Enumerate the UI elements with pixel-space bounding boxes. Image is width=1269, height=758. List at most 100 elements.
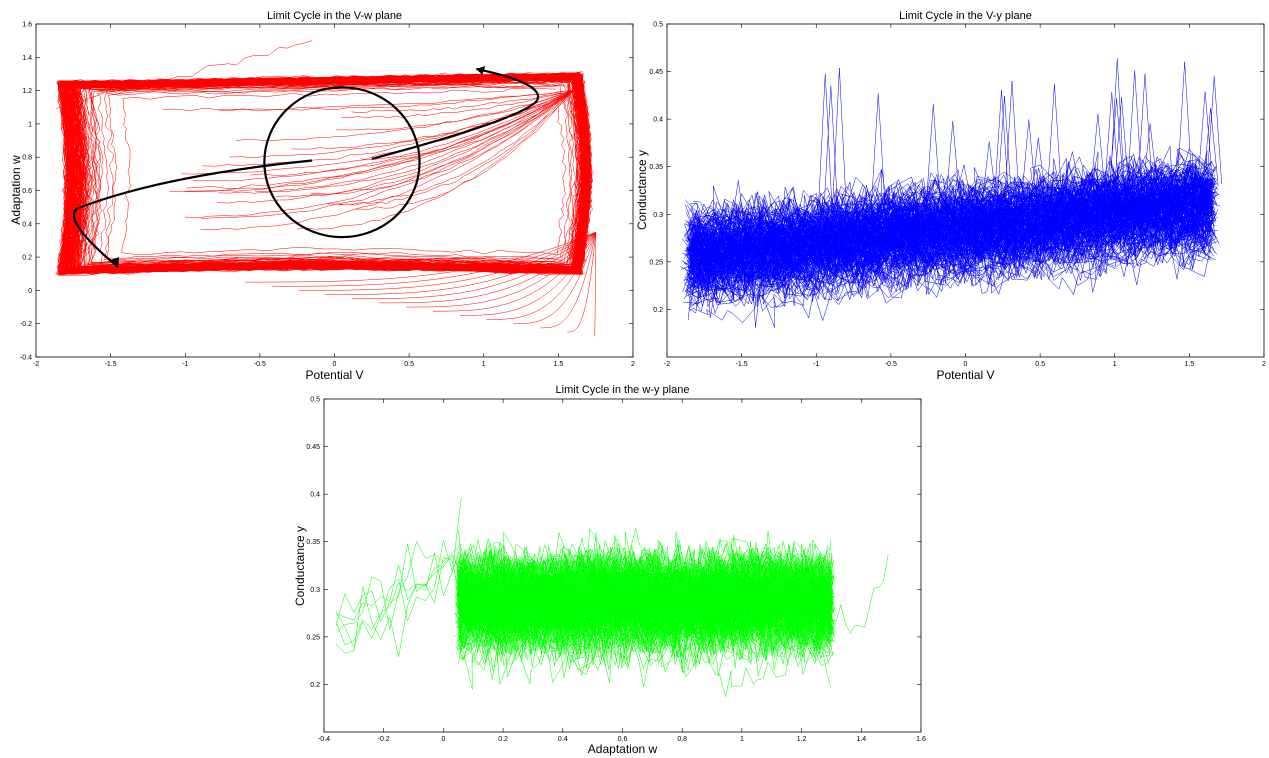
trajectory-line <box>689 215 1213 298</box>
chart-title: Limit Cycle in the w-y plane <box>556 384 690 396</box>
trajectory-line <box>688 181 1209 271</box>
trajectory-spike <box>1202 108 1219 185</box>
x-tick-label: 1 <box>1113 361 1117 368</box>
transient-trajectory <box>540 232 596 329</box>
trajectory-line <box>455 639 834 697</box>
x-tick-label: 1 <box>482 361 486 368</box>
y-tick-label: 0.45 <box>306 444 320 451</box>
trajectory-line <box>685 147 1213 243</box>
stray-trajectory <box>335 553 462 646</box>
trajectory-spike <box>1004 80 1020 204</box>
y-tick-label: 0.35 <box>649 164 663 171</box>
y-tick-label: 0.3 <box>653 212 663 219</box>
trajectory-line <box>459 587 832 652</box>
panel-vy: -2 -1.5 -1 -0.5 0 0.5 1 1.5 2 0.2 0.25 0.3 0.35 0.4 0.… <box>635 10 1266 382</box>
trajectory-spike <box>925 103 941 211</box>
x-tick-label: -0.2 <box>378 736 390 743</box>
y-tick-label: -0.2 <box>20 321 32 328</box>
trajectory-spike <box>993 90 1010 205</box>
y-tick-label: 0.4 <box>653 117 663 124</box>
y-tick-label: 0.4 <box>310 492 320 499</box>
ticks: -2 -1.5 -1 -0.5 0 0.5 1 1.5 2 -0.4 -0.2 0 0.2 0.4 0.6 0… <box>20 22 635 369</box>
y-tick-label: 0.35 <box>306 539 320 546</box>
transient-trajectory <box>406 231 596 308</box>
y-axis-label: Conductance y <box>293 526 307 606</box>
y-tick-label: 0.5 <box>310 397 320 404</box>
trajectory-spike <box>1137 74 1153 191</box>
trajectory-line <box>687 168 1216 250</box>
trajectory-line <box>692 177 1216 265</box>
trajectory-line <box>689 183 1217 270</box>
transient-trajectory <box>310 90 574 195</box>
y-tick-label: 0.8 <box>22 155 32 162</box>
transient-trajectory <box>162 89 574 111</box>
trajectory-spike <box>1113 97 1130 193</box>
trajectory-line <box>459 593 832 654</box>
x-tick-label: 1.4 <box>856 736 866 743</box>
trajectory-line <box>459 572 831 627</box>
transient-trajectory <box>594 232 596 337</box>
y-tick-label: 1 <box>28 121 32 128</box>
x-tick-label: 0.5 <box>1035 361 1045 368</box>
cycle-trajectory <box>57 72 591 274</box>
trajectory-line <box>459 552 833 610</box>
trajectory-line <box>691 237 1211 322</box>
y-tick-label: 0.6 <box>22 188 32 195</box>
trajectory-spike <box>817 73 833 222</box>
x-tick-label: 1 <box>740 736 744 743</box>
transient-trajectory <box>355 89 574 210</box>
ticks: -0.4 -0.2 0 0.2 0.4 0.6 0.8 1 1.2 1.4 1.6 0.2 0.25 0.… <box>306 397 926 744</box>
transient-trajectory <box>254 90 574 193</box>
trajectory-line <box>687 148 1210 234</box>
x-tick-label: 1.5 <box>1185 361 1195 368</box>
x-tick-label: 1.6 <box>916 736 926 743</box>
transient-trajectory <box>184 90 574 193</box>
trajectory-line <box>690 165 1212 242</box>
x-tick-label: 0 <box>441 736 445 743</box>
x-tick-label: 0.2 <box>498 736 508 743</box>
x-tick-label: -0.5 <box>254 361 266 368</box>
trajectory-line <box>457 562 833 620</box>
cycle-trajectory <box>74 77 586 270</box>
y-tick-label: 0.2 <box>653 307 663 314</box>
stray-trajectory <box>335 540 462 633</box>
trajectory-line <box>687 220 1211 312</box>
trajectory-line <box>457 582 834 651</box>
y-tick-label: 0.4 <box>22 221 32 228</box>
transient-trajectory <box>339 90 574 206</box>
x-tick-label: 1.5 <box>554 361 564 368</box>
trajectory-line <box>683 213 1209 293</box>
x-tick-label: -1 <box>182 361 188 368</box>
y-tick-label: 0 <box>28 288 32 295</box>
cycle-trajectory <box>103 84 573 261</box>
x-axis-label: Adaptation w <box>588 742 658 756</box>
stray-trajectory <box>831 554 889 634</box>
cycle-trajectory <box>121 88 566 256</box>
transient-trajectory <box>352 231 596 299</box>
trajectory-line <box>459 619 830 679</box>
arrow-head <box>110 257 120 268</box>
annotation-arrow <box>72 159 313 268</box>
y-tick-label: -0.4 <box>20 355 32 362</box>
x-tick-label: 1.2 <box>797 736 807 743</box>
transient-trajectory <box>296 90 574 230</box>
x-axis-label: Potential V <box>305 368 363 382</box>
x-tick-label: -1.5 <box>736 361 748 368</box>
y-tick-label: 0.5 <box>653 22 663 29</box>
transient-trajectory <box>200 90 574 220</box>
y-axis-label: Adaptation w <box>9 155 23 225</box>
transient-trajectory <box>567 232 596 333</box>
transient-trajectory <box>275 89 574 197</box>
cycle-trajectory <box>77 78 584 269</box>
trajectory-line <box>457 604 832 671</box>
transient-trajectory <box>351 89 574 113</box>
transient-trajectory <box>217 89 574 204</box>
transient-trajectory <box>244 231 596 283</box>
y-tick-label: 0.2 <box>310 682 320 689</box>
trajectory-line <box>456 554 834 618</box>
trajectory-spike <box>1109 58 1125 194</box>
stray-trajectory <box>335 540 462 649</box>
cycle-trajectory <box>65 74 588 272</box>
x-axis-label: Potential V <box>936 368 994 382</box>
